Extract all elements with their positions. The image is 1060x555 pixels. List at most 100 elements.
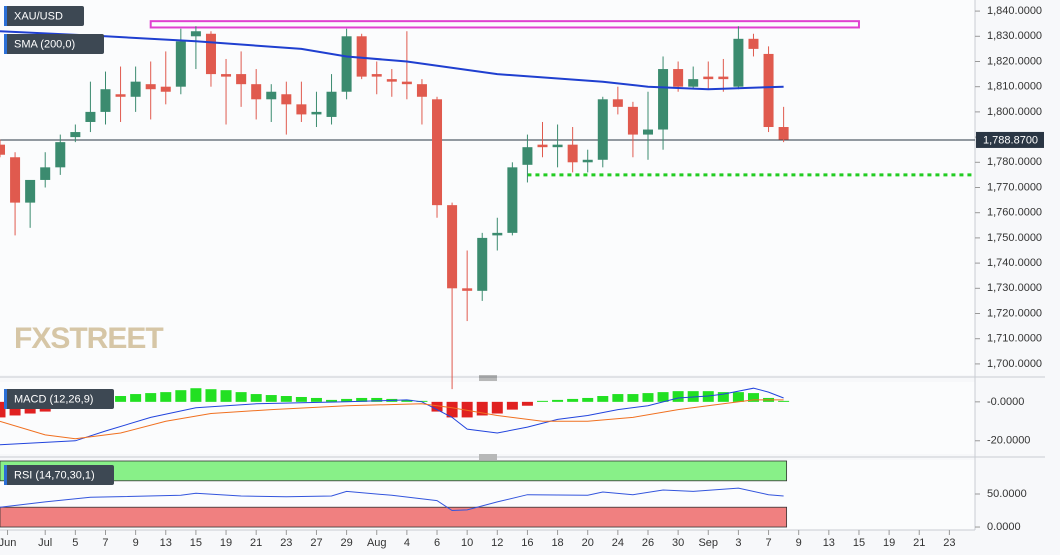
histogram-bar — [220, 390, 232, 402]
candle-body — [221, 74, 232, 77]
y-tick-label: 1,730.0000 — [987, 282, 1042, 294]
histogram-bar — [401, 399, 413, 402]
candle-body — [371, 74, 382, 77]
candle-body — [130, 81, 141, 97]
candle-body — [251, 84, 262, 100]
histogram-bar — [295, 396, 307, 402]
x-tick-label: 15 — [853, 537, 865, 549]
panel-label: SMA (200,0) — [14, 38, 75, 50]
y-tick-label: 1,720.0000 — [987, 307, 1042, 319]
label-box[interactable] — [4, 389, 114, 409]
indicator-line — [0, 30, 784, 91]
x-tick-label: 16 — [521, 537, 533, 549]
candle-body — [673, 69, 684, 87]
x-tick-label: 6 — [434, 537, 440, 549]
x-tick-label: 13 — [160, 537, 172, 549]
candle-body — [763, 53, 774, 128]
histogram-bar — [627, 394, 639, 402]
y-tick-label: 1,830.0000 — [987, 30, 1042, 42]
x-tick-label: 26 — [642, 537, 654, 549]
watermark: FXSTREET — [14, 322, 163, 355]
histogram-bar — [461, 401, 473, 418]
last-price-label: 1,788.8700 — [983, 134, 1038, 146]
x-tick-label: 4 — [404, 537, 410, 549]
label-box[interactable] — [4, 6, 84, 26]
x-tick-label: 27 — [310, 537, 322, 549]
y-tick-label: 1,780.0000 — [987, 156, 1042, 168]
histogram-bar — [190, 388, 202, 402]
candle-body — [311, 111, 322, 115]
histogram-bar — [356, 397, 368, 402]
label-box[interactable] — [4, 465, 114, 485]
histogram-bar — [341, 398, 353, 402]
histogram-bar — [672, 391, 684, 402]
histogram-bar — [612, 394, 624, 402]
candle-body — [205, 33, 216, 75]
histogram-bar — [0, 401, 6, 418]
histogram-bar — [582, 397, 594, 402]
x-tick-label: 3 — [735, 537, 741, 549]
x-tick-label: 24 — [612, 537, 624, 549]
indicator-line — [0, 399, 784, 440]
candle-body — [642, 129, 653, 135]
x-tick-label: 23 — [943, 537, 955, 549]
candle-body — [100, 89, 111, 112]
label-box[interactable] — [4, 34, 104, 54]
x-tick-label: 5 — [72, 537, 78, 549]
macd-panel — [0, 382, 975, 454]
y-tick-label: 1,710.0000 — [987, 333, 1042, 345]
indicator-line — [0, 487, 784, 512]
x-tick-label: 21 — [913, 537, 925, 549]
x-tick-label: 29 — [340, 537, 352, 549]
x-tick-label: 9 — [133, 537, 139, 549]
x-tick-label: 13 — [823, 537, 835, 549]
histogram-bar — [205, 389, 217, 402]
histogram-bar — [521, 401, 533, 406]
label-accent — [4, 389, 7, 409]
resize-handle[interactable] — [479, 375, 497, 381]
histogram-bar — [160, 392, 172, 402]
last-price-box — [976, 131, 1044, 148]
x-tick-label: 20 — [582, 537, 594, 549]
histogram-bar — [310, 397, 322, 402]
x-tick-label: 10 — [461, 537, 473, 549]
candle-body — [356, 36, 367, 77]
y-tick-label: 1,840.0000 — [987, 5, 1042, 17]
panel-label: XAU/USD — [14, 10, 63, 22]
candle-body — [85, 111, 96, 122]
candle-body — [70, 132, 81, 138]
x-tick-label: Jun — [0, 537, 16, 549]
histogram-bar — [476, 401, 488, 416]
candle-body — [145, 84, 156, 90]
candle-body — [597, 99, 608, 160]
histogram-bar — [265, 395, 277, 402]
histogram-bar — [145, 393, 157, 402]
candle-body — [115, 94, 126, 97]
candle-body — [432, 99, 443, 206]
y-tick-label: 0.0000 — [987, 521, 1021, 533]
x-tick-label: 9 — [796, 537, 802, 549]
panel-label: RSI (14,70,30,1) — [14, 469, 95, 481]
x-tick-label: 19 — [220, 537, 232, 549]
x-tick-label: 21 — [250, 537, 262, 549]
x-tick-label: 23 — [280, 537, 292, 549]
candle-body — [748, 38, 759, 49]
histogram-bar — [115, 396, 127, 402]
y-tick-label: 1,820.0000 — [987, 55, 1042, 67]
y-tick-label: -0.0000 — [987, 396, 1024, 408]
x-tick-label: 19 — [883, 537, 895, 549]
histogram-bar — [175, 390, 187, 402]
candle-body — [190, 31, 201, 37]
y-tick-label: 1,740.0000 — [987, 257, 1042, 269]
x-tick-label: Jul — [38, 537, 52, 549]
y-tick-label: 1,770.0000 — [987, 181, 1042, 193]
histogram-bar — [130, 394, 142, 402]
resistance-box — [149, 20, 860, 29]
x-tick-label: Aug — [367, 537, 387, 549]
resize-handle[interactable] — [479, 454, 497, 460]
x-tick-label: Sep — [698, 537, 718, 549]
candle-body — [326, 91, 337, 117]
candle-body — [537, 144, 548, 148]
candle-body — [0, 144, 5, 155]
x-tick-label: 15 — [190, 537, 202, 549]
